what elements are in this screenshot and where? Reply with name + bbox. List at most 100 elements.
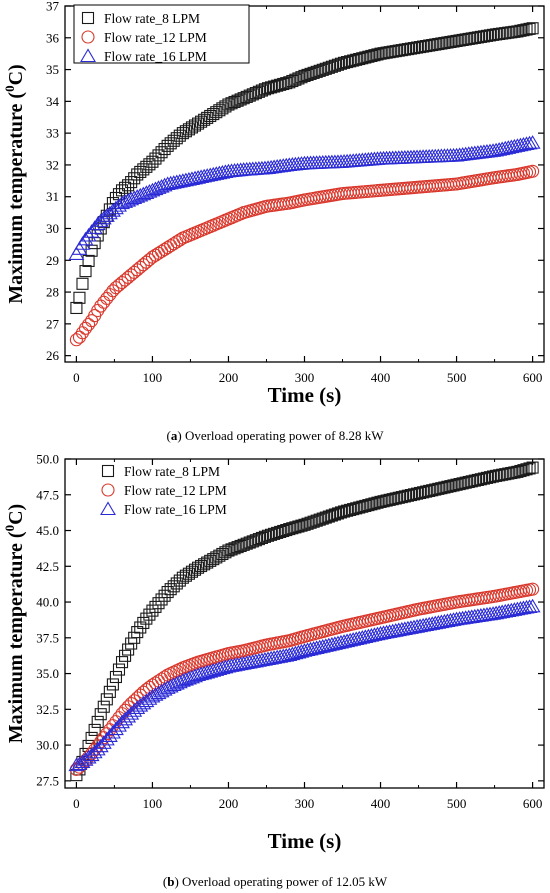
chart-b-point: [402, 620, 419, 634]
chart-b-point: [468, 474, 481, 487]
chart-b-point: [319, 511, 332, 524]
chart-a-point: [274, 78, 287, 91]
chart-a-point: [491, 142, 508, 156]
chart-b-point: [326, 636, 343, 650]
chart-a-point: [283, 76, 296, 89]
chart-b-point: [302, 641, 319, 656]
chart-a-x-tick-label: 600: [523, 370, 543, 385]
chart-a-point: [177, 172, 194, 187]
chart-a-point: [184, 171, 200, 185]
chart-b-point: [134, 621, 147, 634]
chart-a-legend-marker: [80, 48, 96, 63]
chart-b-point: [244, 654, 261, 668]
chart-a-legend-label: Flow rate_12 LPM: [104, 30, 207, 45]
chart-b-point: [357, 629, 374, 643]
chart-b-point: [235, 655, 252, 670]
chart-a-point: [156, 177, 173, 192]
chart-b-point: [322, 510, 335, 523]
chart-a-point: [222, 98, 235, 111]
chart-b-series-1: [70, 461, 539, 782]
chart-b-point: [249, 534, 262, 547]
chart-a-point: [334, 57, 348, 70]
chart-b-point: [137, 616, 150, 629]
chart-b-point: [334, 506, 348, 519]
chart-b-point: [417, 486, 430, 499]
chart-b-point: [480, 471, 494, 484]
chart-a-point: [77, 231, 94, 246]
chart-a-point: [95, 210, 112, 225]
chart-b-point: [363, 627, 380, 642]
chart-a-point: [187, 170, 203, 185]
chart-a-series-1: [70, 22, 539, 315]
chart-b-point: [246, 535, 259, 548]
chart-b-point: [222, 544, 235, 557]
chart-b-point: [423, 484, 436, 497]
chart-b-point: [280, 523, 293, 537]
chart-b-point: [271, 526, 284, 539]
chart-b-point: [100, 693, 113, 706]
chart-a-point: [149, 152, 162, 165]
chart-a-point: [518, 136, 535, 150]
chart-a-point: [526, 164, 540, 178]
chart-b-point: [283, 523, 296, 536]
chart-a-point: [214, 164, 231, 179]
chart-b-point: [131, 626, 144, 639]
chart-b-point: [329, 635, 346, 650]
chart-b-point: [359, 499, 372, 512]
chart-a-point: [512, 137, 529, 152]
chart-a-point: [307, 66, 320, 79]
chart-b-point: [298, 518, 311, 531]
chart-a-point: [101, 205, 118, 220]
chart-a-point: [202, 167, 219, 182]
chart-b-point: [526, 582, 540, 596]
chart-b-point: [220, 658, 237, 673]
chart-b-point: [505, 466, 518, 480]
chart-b-point: [424, 616, 441, 630]
chart-a-point: [94, 299, 108, 313]
chart-b-point: [333, 634, 349, 649]
chart-a-point: [104, 203, 121, 217]
chart-b-point: [331, 507, 345, 520]
chart-b-point: [418, 617, 435, 631]
chart-b-point: [257, 651, 273, 666]
chart-a-legend-marker: [81, 30, 95, 44]
chart-a-point: [517, 24, 530, 37]
chart-b-legend-marker: [100, 501, 116, 516]
chart-b-point: [520, 463, 533, 476]
chart-a-point: [152, 149, 165, 162]
chart-a-legend-label: Flow rate_8 LPM: [104, 11, 200, 26]
chart-a-point: [255, 84, 268, 97]
chart-a-point: [228, 95, 241, 109]
chart-a-point: [264, 81, 278, 94]
chart-b-point: [406, 619, 422, 634]
chart-b-point: [377, 495, 390, 508]
chart-a-point: [103, 288, 117, 302]
chart-b-legend-marker: [101, 464, 115, 478]
chart-b-x-axis-title: Time (s): [268, 829, 342, 853]
chart-b: 0 100 200 300 400 500 600 27.5 30.0 32.5 35.0 37.5 4…: [2, 452, 545, 853]
chart-a-point: [173, 129, 186, 142]
chart-b-point: [433, 614, 450, 629]
chart-b-point: [396, 621, 413, 635]
chart-b-point: [465, 475, 478, 488]
chart-b-point: [381, 624, 398, 638]
chart-b-point: [214, 660, 231, 675]
chart-b-point: [147, 687, 164, 701]
chart-b-point: [414, 486, 427, 500]
chart-b-x-tick-label: 600: [523, 796, 543, 811]
chart-a-x-tick-label: 500: [447, 370, 467, 385]
chart-b-point: [360, 628, 377, 643]
chart-a-point: [193, 169, 210, 184]
chart-a-point: [80, 227, 97, 242]
chart-b-point: [216, 547, 229, 561]
chart-b-point: [365, 498, 378, 511]
chart-a-point: [350, 53, 363, 66]
chart-b-point: [89, 741, 106, 756]
chart-b-point: [336, 634, 352, 648]
chart-b-point: [393, 621, 410, 636]
chart-a-point: [234, 93, 247, 106]
chart-a-point: [506, 138, 523, 153]
chart-b-point: [149, 600, 162, 613]
chart-b-point: [126, 703, 143, 717]
chart-a-point: [173, 233, 187, 247]
